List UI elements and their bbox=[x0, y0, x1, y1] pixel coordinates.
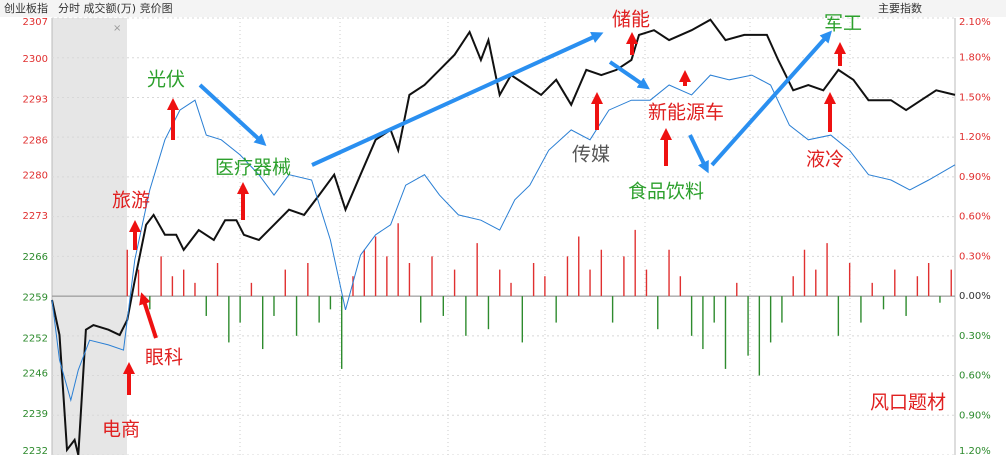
price-line bbox=[51, 74, 956, 403]
y2-tick-label: 0.90% bbox=[959, 410, 991, 421]
annotation: 液冷 bbox=[806, 149, 844, 171]
y2-tick-label: 0.00% bbox=[959, 291, 991, 302]
y-tick-label: 2266 bbox=[23, 252, 48, 263]
annotation: 军工 bbox=[824, 13, 862, 35]
y-tick-label: 2300 bbox=[23, 54, 48, 65]
y2-tick-label: 1.50% bbox=[959, 92, 991, 103]
arrow bbox=[198, 83, 267, 147]
annotation: 传媒 bbox=[572, 144, 610, 166]
annotation: 风口题材 bbox=[870, 392, 946, 414]
arrow bbox=[311, 32, 604, 167]
annotation: 储能 bbox=[612, 9, 650, 31]
y2-tick-label: 0.60% bbox=[959, 371, 991, 382]
y2-tick-label: 0.60% bbox=[959, 212, 991, 223]
annotation: 光伏 bbox=[147, 69, 185, 91]
index-button[interactable]: 主要指数 bbox=[878, 1, 922, 15]
y-tick-label: 2259 bbox=[23, 293, 48, 304]
y-tick-label: 2286 bbox=[23, 135, 48, 146]
annotation: 电商 bbox=[102, 419, 140, 441]
blue-arrows bbox=[198, 30, 832, 174]
index-name: 创业板指 bbox=[4, 1, 48, 15]
arrows bbox=[123, 30, 846, 395]
mode-label: 分时 成交额(万) 竞价图 bbox=[58, 1, 173, 15]
arrow bbox=[608, 60, 650, 90]
y2-tick-label: 0.30% bbox=[959, 331, 991, 342]
close-button[interactable]: × bbox=[113, 23, 121, 34]
y-tick-label: 2232 bbox=[23, 446, 48, 455]
y-tick-label: 2239 bbox=[23, 409, 48, 420]
annotation: 新能源车 bbox=[648, 102, 724, 124]
y2-tick-label: 1.20% bbox=[959, 446, 991, 455]
arrow bbox=[710, 30, 832, 167]
y-tick-label: 2307 bbox=[23, 17, 48, 28]
y2-tick-label: 1.80% bbox=[959, 53, 991, 64]
arrow bbox=[688, 134, 709, 174]
y2-tick-label: 0.30% bbox=[959, 251, 991, 262]
y2-tick-label: 1.20% bbox=[959, 132, 991, 143]
y2-tick-label: 2.10% bbox=[959, 17, 991, 28]
y-tick-label: 2252 bbox=[23, 333, 48, 344]
annotation: 医疗器械 bbox=[215, 157, 291, 179]
annotation: 旅游 bbox=[112, 190, 150, 212]
y-tick-label: 2293 bbox=[23, 95, 48, 106]
red-arrows bbox=[123, 32, 846, 395]
annotation: 眼科 bbox=[145, 347, 183, 369]
header-bar bbox=[0, 0, 1006, 17]
y2-tick-label: 0.90% bbox=[959, 172, 991, 183]
y-tick-label: 2273 bbox=[23, 211, 48, 222]
auction-band bbox=[52, 18, 127, 455]
y-tick-label: 2280 bbox=[23, 170, 48, 181]
y-tick-label: 2246 bbox=[23, 368, 48, 379]
arrow bbox=[139, 292, 158, 339]
price-line bbox=[51, 18, 956, 455]
marks: 2307 2300 2293 2286 2280 2273 2266 2259 2252 2246… bbox=[23, 17, 991, 455]
annotation: 食品饮料 bbox=[628, 181, 704, 203]
